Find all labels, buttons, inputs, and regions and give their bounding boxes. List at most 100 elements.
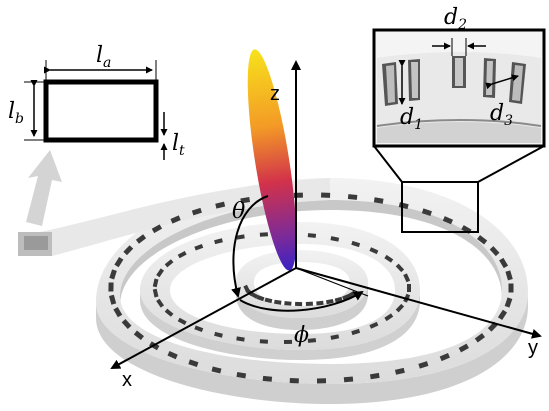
slot — [373, 197, 384, 204]
d2-label: d2 — [444, 5, 467, 33]
slot — [351, 240, 361, 248]
slot — [164, 259, 174, 268]
y-axis — [295, 267, 542, 339]
d1-label: d1 — [400, 105, 423, 133]
cross-section-inset: la lb lt — [8, 43, 185, 226]
slot — [108, 282, 114, 292]
slot — [316, 300, 324, 306]
slot — [264, 297, 273, 304]
inset-pointer-arrow — [26, 150, 62, 226]
middle-ring-top — [140, 222, 420, 350]
slot — [369, 247, 379, 255]
theta-arc — [231, 195, 269, 298]
phi-label: ϕ — [294, 323, 309, 348]
slot — [236, 234, 245, 240]
slot — [167, 350, 178, 360]
y-axis-label: y — [528, 337, 538, 359]
slot — [295, 301, 303, 307]
slot — [439, 353, 450, 362]
radiation-beam — [247, 49, 297, 271]
x-axis-label: x — [122, 369, 132, 391]
slot-detail-inset: d2 d1 d3 — [372, 5, 546, 233]
outer-ring-wall — [96, 292, 528, 404]
zoom-region-box — [401, 181, 479, 233]
slot — [442, 216, 454, 225]
slot — [384, 254, 394, 263]
slot — [240, 197, 251, 204]
z-axis-label: z — [270, 83, 280, 105]
middle-ring-wall — [140, 290, 420, 360]
d3-dimension-line — [485, 74, 519, 90]
la-label: la — [96, 43, 111, 71]
slot — [497, 309, 508, 321]
slot — [384, 313, 394, 322]
slot — [284, 301, 292, 306]
slot — [305, 301, 313, 306]
slot — [215, 201, 226, 209]
slot — [123, 245, 134, 256]
slot — [152, 288, 159, 298]
slot — [474, 333, 486, 343]
slot — [307, 338, 317, 343]
slot — [164, 308, 174, 317]
slot — [177, 250, 187, 259]
slot — [194, 243, 204, 251]
slot — [156, 298, 165, 308]
slot — [343, 376, 354, 383]
slot — [109, 294, 117, 305]
slot — [133, 330, 144, 341]
slot — [369, 321, 379, 329]
cross-section-rect — [43, 79, 159, 143]
inner-ring-wall — [236, 282, 368, 330]
slot — [156, 268, 165, 278]
d3-label: d3 — [490, 101, 513, 129]
slot — [152, 278, 159, 288]
slot — [394, 367, 405, 375]
slot — [407, 284, 411, 292]
slot — [369, 372, 380, 380]
slot — [188, 359, 199, 368]
spiral-waveguide — [18, 178, 528, 404]
slot — [421, 208, 432, 216]
slot — [274, 299, 282, 305]
slot — [347, 194, 358, 200]
slot — [113, 306, 123, 318]
slot — [151, 224, 163, 234]
slot — [505, 270, 513, 281]
coordinate-axes: z x y — [110, 60, 542, 391]
theta-label: θ — [232, 199, 245, 224]
slot-array — [108, 192, 514, 384]
waveguide-port — [24, 236, 48, 250]
slot — [135, 234, 147, 244]
slot — [508, 283, 514, 293]
slot — [191, 207, 202, 216]
slot — [211, 366, 222, 374]
slot — [351, 328, 361, 336]
slot — [114, 256, 124, 268]
slot — [316, 378, 327, 384]
slot — [477, 235, 488, 245]
slot — [259, 339, 269, 344]
slot — [194, 325, 204, 333]
slot — [177, 317, 187, 326]
x-axis — [110, 267, 297, 369]
slot — [458, 343, 469, 353]
lt-label: lt — [172, 131, 185, 159]
slot — [325, 299, 334, 305]
slot — [121, 318, 132, 330]
slot — [330, 236, 340, 242]
slot — [504, 297, 513, 308]
slot — [321, 192, 331, 198]
slot — [307, 233, 317, 238]
slot — [418, 361, 429, 369]
slot — [283, 339, 293, 344]
slot — [395, 303, 405, 313]
slot — [262, 375, 273, 382]
slot — [243, 284, 251, 293]
slot — [256, 295, 265, 302]
slot — [489, 246, 500, 257]
slot — [214, 331, 223, 338]
slot — [334, 296, 343, 303]
slot — [236, 336, 245, 342]
